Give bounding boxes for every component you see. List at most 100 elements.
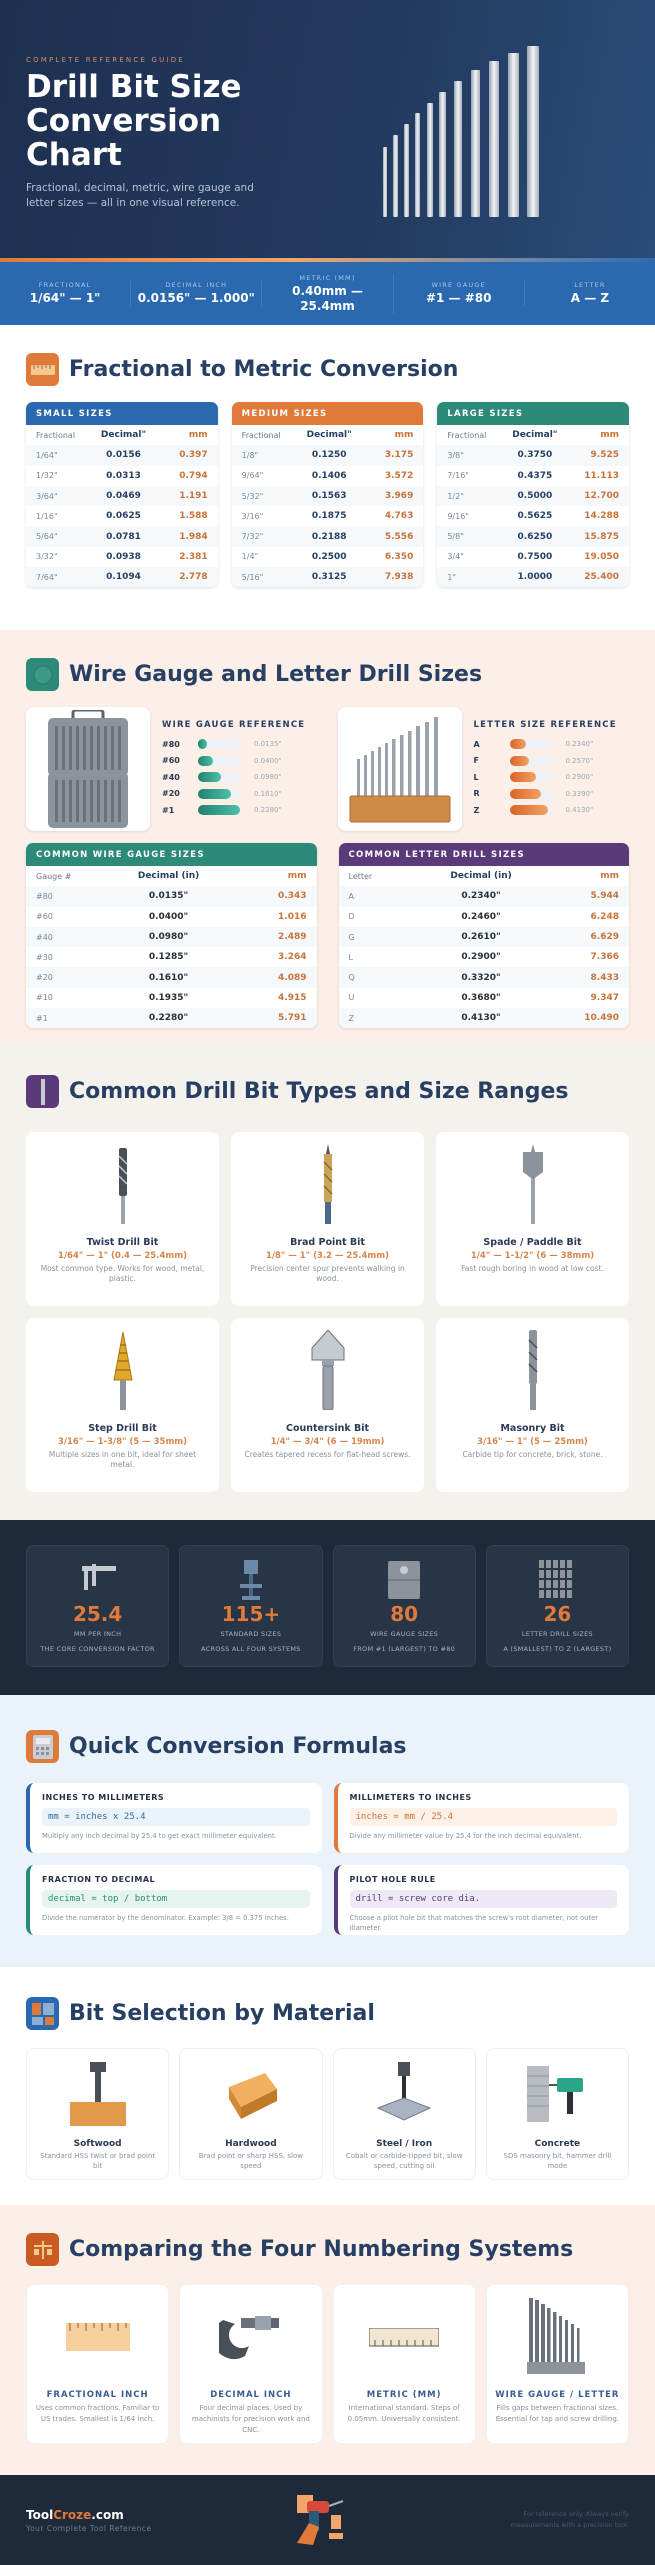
material-name: Steel / Iron (376, 2139, 433, 2149)
wire-table: COMMON WIRE GAUGE SIZES Gauge # Decimal (i… (26, 843, 317, 1029)
bit-type-name: Masonry Bit (500, 1423, 565, 1434)
stat-value: 25.4 (72, 1602, 123, 1626)
table-row: 7/16" 0.4375 11.113 (447, 470, 619, 481)
table-header: LARGE SIZES (437, 402, 630, 425)
hero: COMPLETE REFERENCE GUIDE Drill Bit Size … (0, 0, 655, 258)
system-card: METRIC (MM) International standard. Steps… (332, 2284, 476, 2444)
bit-types-section: Common Drill Bit Types and Size Ranges T… (0, 1042, 655, 1520)
accent-stripe (0, 258, 655, 262)
table-row: 3/4" 0.7500 19.050 (447, 551, 619, 562)
range-label: LETTER (574, 281, 606, 289)
micrometer-icon (180, 2295, 321, 2380)
bit-size-range: 1/8" — 1" (3.2 — 25.4mm) (265, 1251, 389, 1261)
letter-size-bars: A 0.2340" F 0.2570" L 0.2900" R 0.3390" Z 0.4130" (474, 736, 630, 819)
concrete-hammer-drill-icon (487, 2059, 628, 2129)
bar-fill (198, 772, 222, 782)
bit-description: Creates tapered recess for flat-head scr… (244, 1450, 411, 1459)
power-drill-icon (297, 2495, 344, 2545)
bit-size-range: 3/16" — 1" (5 — 25mm) (477, 1437, 588, 1447)
formula-description: Divide the numerator by the denominator.… (42, 1914, 289, 1922)
bar-row: L 0.2900" (473, 772, 594, 782)
bar-track (198, 772, 240, 782)
table-row: 7/32" 0.2188 5.556 (231, 526, 424, 547)
materials-grid-icon (26, 1997, 59, 2030)
formula-description: Multiply any inch decimal by 25.4 to get… (42, 1832, 277, 1840)
bit-description: Fast rough boring in wood at low cost. (461, 1264, 604, 1273)
bit-type-name: Brad Point Bit (290, 1237, 365, 1248)
bit-type-card: Brad Point Bit 1/8" — 1" (3.2 — 25.4mm) Pr… (231, 1132, 424, 1306)
table-row: #10 0.1935" 4.915 (36, 992, 307, 1003)
system-description: Four decimal places. Used by machinists … (191, 2404, 310, 2434)
table-row: #30 0.1285" 3.264 (36, 952, 307, 963)
bar-row: #40 0.0980" (162, 772, 282, 782)
materials-section: Bit Selection by Material Softwood Standa… (0, 1967, 655, 2205)
formula-card: INCHES TO MILLIMETERS mm = inches x 25.4 M… (26, 1783, 322, 1853)
wire-gauge-reference: WIRE GAUGE REFERENCE #80 0.0135" #60 0.0400… (26, 707, 318, 831)
bar-track (198, 755, 240, 766)
table-row: #80 0.0135" 0.343 (26, 886, 317, 907)
bar-row: R 0.3390" (473, 788, 594, 799)
range-decimal: DECIMAL INCH 0.0156" — 1.000" (131, 281, 263, 306)
table-row: 1/2" 0.5000 12.700 (437, 485, 630, 507)
bar-track (509, 739, 552, 749)
formula-code: drill = screw core dia. (349, 1890, 617, 1908)
bit-type-card: Spade / Paddle Bit 1/4" — 1-1/2" (6 — 38m… (436, 1132, 629, 1306)
bit-size-range: 1/4" — 1-1/2" (6 — 38mm) (470, 1251, 595, 1261)
range-value: 1/64" — 1" (29, 291, 101, 305)
bit-size-range: 3/16" — 1-3/8" (5 — 35mm) (57, 1437, 188, 1447)
material-description: SDS masonry bit, hammer drill mode (503, 2152, 612, 2170)
bit-description: Multiple sizes in one bit, ideal for she… (48, 1450, 197, 1469)
steel-plate-drilling-icon (334, 2059, 475, 2129)
table-row: Q 0.3320" 8.433 (338, 967, 629, 988)
bar-row: #60 0.0400" (162, 755, 282, 766)
bar-track (198, 788, 240, 799)
range-label: METRIC (MM) (299, 273, 356, 282)
spade-bit-icon (436, 1144, 629, 1224)
page-title: Drill Bit Size Conversion Chart (26, 69, 242, 173)
bit-type-card: Twist Drill Bit 1/64" — 1" (0.4 — 25.4mm)… (26, 1132, 219, 1306)
table-row: #60 0.0400" 1.016 (36, 911, 307, 922)
formula-card: MILLIMETERS TO INCHES inches = mm / 25.4 D… (333, 1783, 629, 1853)
bar-row: #20 0.1610" (162, 788, 282, 799)
material-card: Concrete SDS masonry bit, hammer drill mo… (485, 2048, 629, 2180)
stat-value: 26 (543, 1602, 572, 1626)
range-value: 0.40mm — 25.4mm (292, 283, 363, 313)
countersink-icon (231, 1330, 424, 1410)
material-card: Steel / Iron Cobalt or carbide-tipped bit… (332, 2048, 476, 2180)
twist-drill-icon (26, 1144, 219, 1224)
bit-type-name: Step Drill Bit (88, 1423, 157, 1434)
metric-ruler-icon (334, 2295, 475, 2380)
step-drill-icon (26, 1330, 219, 1410)
table-row: #40 0.0980" 2.489 (26, 926, 317, 948)
bar-fill (198, 755, 213, 766)
bit-description: Precision center spur prevents walking i… (250, 1264, 405, 1283)
table-row: #1 0.2280" 5.791 (26, 1008, 317, 1029)
bar-track (509, 805, 552, 815)
bit-type-cards: Twist Drill Bit 1/64" — 1" (0.4 — 25.4mm)… (26, 1132, 629, 1492)
size-tables: SMALL SIZES Fractional Decimal" mm 1/64" 0.01… (26, 402, 630, 588)
table-row: 3/64" 0.0469 1.191 (26, 485, 218, 507)
range-metric: METRIC (MM) 0.40mm — 25.4mm (262, 273, 394, 314)
bit-description: Carbide tip for concrete, brick, stone. (462, 1450, 603, 1459)
section-title: Fractional to Metric Conversion (69, 357, 459, 382)
brand-logo[interactable]: ToolCroze.com (26, 2507, 124, 2522)
reference-title: WIRE GAUGE REFERENCE (162, 719, 306, 730)
system-name: DECIMAL INCH (210, 2390, 292, 2400)
range-label: WIRE GAUGE (431, 281, 486, 289)
system-description: Fills gaps between fractional sizes. Ess… (495, 2404, 619, 2423)
bar-row: #1 0.2280" (162, 805, 282, 815)
material-card: Softwood Standard HSS twist or brad point… (26, 2048, 170, 2180)
caliper-icon (31, 1560, 164, 1596)
range-fractional: FRACTIONAL 1/64" — 1" (0, 281, 132, 306)
material-description: Cobalt or carbide-tipped bit, slow speed… (345, 2152, 463, 2170)
bar-fill (198, 788, 231, 799)
table-row: G 0.2610" 6.629 (338, 926, 629, 948)
stat-cards: 25.4 MM PER INCH THE CORE CONVERSION FACTO… (26, 1545, 629, 1667)
range-value: A — Z (570, 291, 610, 305)
drill-block-illustration (337, 707, 462, 831)
table-row: #20 0.1610" 4.089 (26, 967, 317, 988)
bar-track (198, 739, 240, 749)
hero-eyebrow: COMPLETE REFERENCE GUIDE (26, 56, 185, 64)
brand-tagline: Your Complete Tool Reference (26, 2523, 152, 2533)
range-value: 0.0156" — 1.000" (137, 291, 255, 305)
